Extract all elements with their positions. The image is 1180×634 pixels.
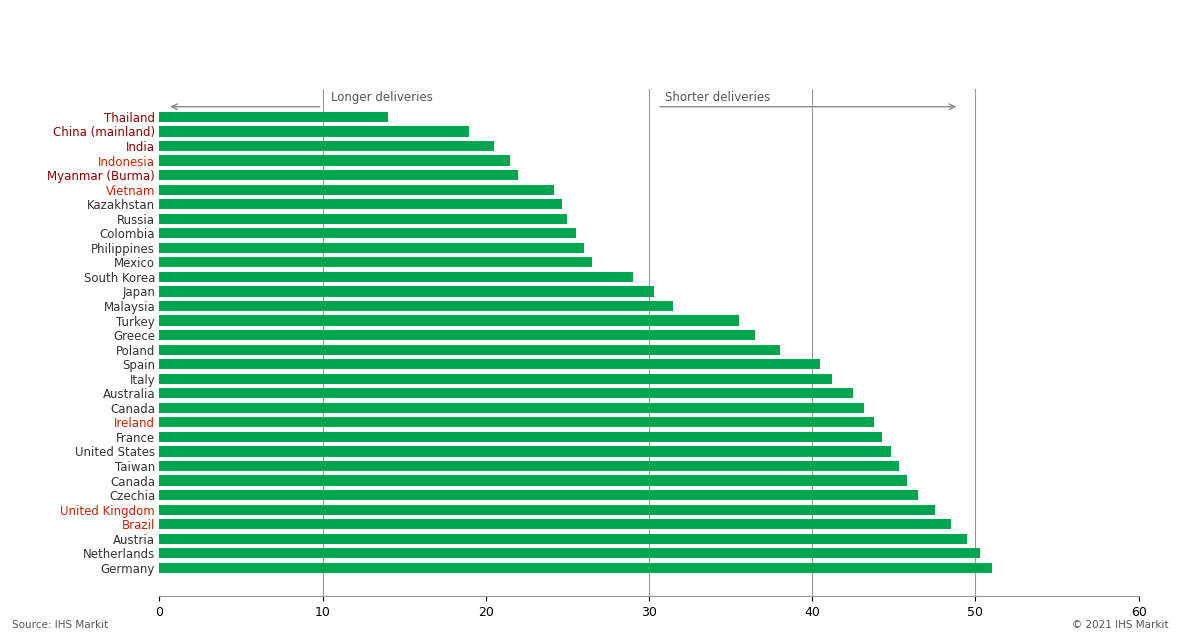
Bar bbox=[159, 519, 951, 529]
Text: Source: IHS Markit: Source: IHS Markit bbox=[12, 619, 109, 630]
Bar bbox=[159, 373, 832, 384]
Bar bbox=[159, 214, 568, 224]
Text: PMI suppliers' delivery times, March 2021: PMI suppliers' delivery times, March 202… bbox=[14, 29, 439, 47]
Bar bbox=[159, 316, 739, 326]
Bar bbox=[159, 548, 981, 559]
Bar bbox=[159, 184, 555, 195]
Bar bbox=[159, 446, 891, 456]
Bar bbox=[159, 534, 968, 544]
Text: Longer deliveries: Longer deliveries bbox=[330, 91, 433, 104]
Bar bbox=[159, 476, 907, 486]
Text: © 2021 IHS Markit: © 2021 IHS Markit bbox=[1071, 619, 1168, 630]
Bar bbox=[159, 490, 918, 500]
Bar bbox=[159, 461, 899, 471]
Bar bbox=[159, 388, 853, 398]
Bar bbox=[159, 287, 654, 297]
Bar bbox=[159, 403, 865, 413]
Bar bbox=[159, 155, 510, 165]
Bar bbox=[159, 243, 584, 253]
Bar bbox=[159, 359, 820, 369]
Bar bbox=[159, 141, 494, 151]
Bar bbox=[159, 344, 780, 355]
Bar bbox=[159, 112, 388, 122]
Bar bbox=[159, 170, 518, 180]
Bar bbox=[159, 257, 592, 268]
Bar bbox=[159, 126, 470, 136]
Bar bbox=[159, 417, 874, 427]
Bar bbox=[159, 272, 632, 282]
Bar bbox=[159, 432, 883, 442]
Text: Shorter deliveries: Shorter deliveries bbox=[666, 91, 771, 104]
Bar bbox=[159, 301, 674, 311]
Bar bbox=[159, 330, 755, 340]
Bar bbox=[159, 563, 991, 573]
Bar bbox=[159, 228, 576, 238]
Bar bbox=[159, 199, 563, 209]
Bar bbox=[159, 505, 935, 515]
